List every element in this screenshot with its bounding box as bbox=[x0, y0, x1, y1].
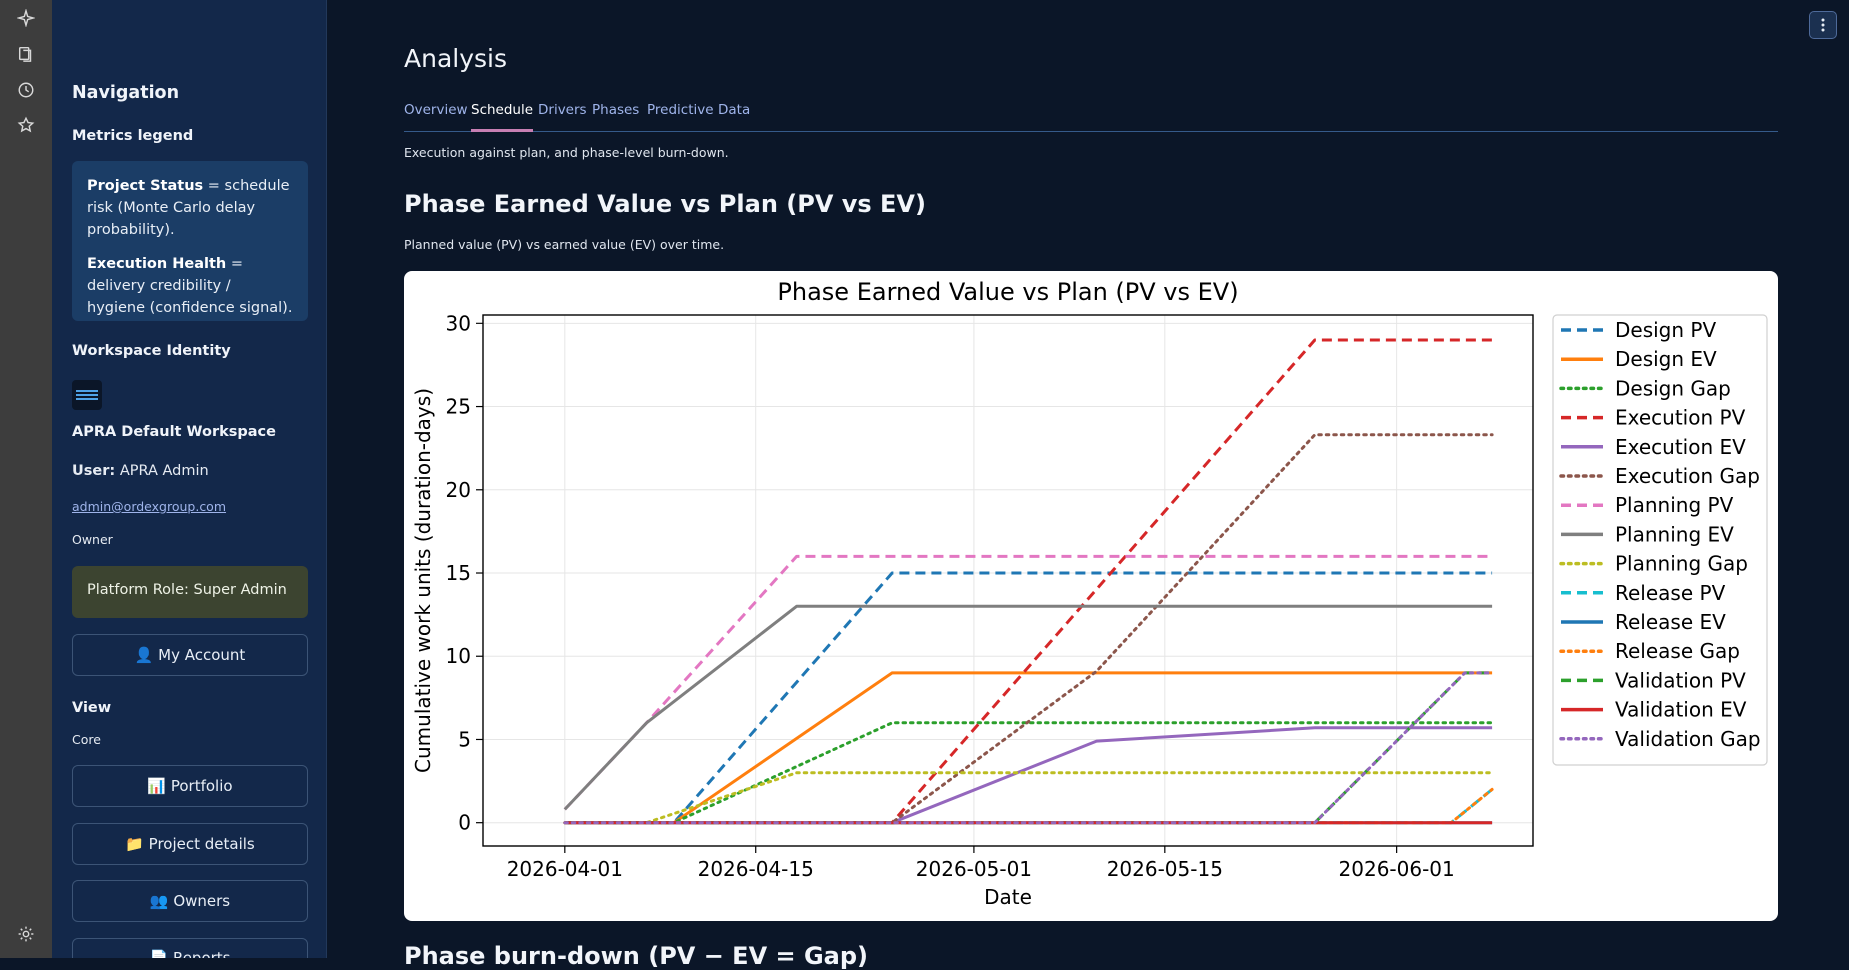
series-line-planning-ev bbox=[563, 604, 1493, 811]
section-caption: Planned value (PV) vs earned value (EV) … bbox=[404, 237, 725, 252]
workspace-name: APRA Default Workspace bbox=[72, 424, 276, 440]
tab-phases[interactable]: Phases bbox=[592, 102, 640, 118]
x-axis-label: Date bbox=[984, 885, 1032, 909]
tab-schedule[interactable]: Schedule bbox=[471, 100, 534, 132]
tab-predictive[interactable]: Predictive bbox=[647, 102, 714, 118]
reports-button[interactable]: 📄 Reports bbox=[72, 938, 308, 958]
series-line-release-gap bbox=[563, 787, 1494, 825]
view-title: View bbox=[72, 700, 112, 716]
x-tick-label: 2026-04-15 bbox=[698, 857, 814, 881]
legend-label-planning-ev: Planning EV bbox=[1615, 522, 1734, 546]
legend-label-planning-gap: Planning Gap bbox=[1615, 552, 1748, 576]
platform-role-badge: Platform Role: Super Admin bbox=[72, 566, 308, 618]
series-line-planning-pv bbox=[563, 554, 1493, 811]
y-tick-label: 30 bbox=[446, 311, 471, 335]
series-line-execution-gap bbox=[563, 433, 1494, 825]
analysis-tabs: Overview Schedule Drivers Phases Predict… bbox=[404, 100, 1778, 132]
history-icon[interactable] bbox=[16, 80, 36, 100]
legend-label-release-pv: Release PV bbox=[1615, 581, 1726, 605]
series-line-planning-gap bbox=[563, 771, 1494, 825]
x-tick-label: 2026-04-01 bbox=[507, 857, 623, 881]
legend-label-execution-ev: Execution EV bbox=[1615, 435, 1746, 459]
earned-value-chart: Phase Earned Value vs Plan (PV vs EV) Dat… bbox=[411, 278, 1768, 909]
earned-value-chart-card: Phase Earned Value vs Plan (PV vs EV) Dat… bbox=[404, 271, 1778, 921]
more-menu-button[interactable] bbox=[1809, 11, 1837, 39]
user-role: Owner bbox=[72, 532, 113, 547]
star-icon[interactable] bbox=[16, 115, 36, 135]
y-tick-label: 5 bbox=[458, 727, 471, 751]
x-tick-label: 2026-05-01 bbox=[916, 857, 1032, 881]
chart-legend bbox=[1552, 314, 1768, 766]
series-line-validation-gap bbox=[563, 671, 1494, 825]
project-details-button[interactable]: 📁 Project details bbox=[72, 823, 308, 865]
navigation-title: Navigation bbox=[72, 83, 180, 103]
series-line-execution-pv bbox=[564, 338, 1493, 825]
legend-label-validation-pv: Validation PV bbox=[1615, 668, 1746, 692]
legend-label-release-gap: Release Gap bbox=[1615, 639, 1740, 663]
sidebar: Navigation Metrics legend Project Status… bbox=[52, 0, 327, 958]
my-account-button[interactable]: 👤 My Account bbox=[72, 634, 308, 676]
owners-button[interactable]: 👥 Owners bbox=[72, 880, 308, 922]
page-title: Analysis bbox=[404, 44, 508, 73]
section-title: Phase Earned Value vs Plan (PV vs EV) bbox=[404, 190, 926, 218]
y-tick-label: 0 bbox=[458, 811, 471, 835]
x-tick-label: 2026-05-15 bbox=[1107, 857, 1223, 881]
y-tick-label: 10 bbox=[446, 644, 471, 668]
chart-title: Phase Earned Value vs Plan (PV vs EV) bbox=[777, 278, 1238, 306]
workspace-identity-title: Workspace Identity bbox=[72, 343, 231, 359]
gear-icon[interactable] bbox=[16, 924, 36, 944]
legend-label-design-pv: Design PV bbox=[1615, 318, 1716, 342]
y-tick-label: 15 bbox=[446, 561, 471, 585]
tab-drivers[interactable]: Drivers bbox=[538, 102, 587, 118]
view-mode: Core bbox=[72, 732, 101, 747]
y-axis-label: Cumulative work units (duration-days) bbox=[411, 388, 435, 773]
legend-label-release-ev: Release EV bbox=[1615, 610, 1726, 634]
legend-label-planning-pv: Planning PV bbox=[1615, 493, 1734, 517]
legend-label-execution-gap: Execution Gap bbox=[1615, 464, 1760, 488]
series-line-release-pv bbox=[564, 788, 1494, 825]
legend-label-design-gap: Design Gap bbox=[1615, 376, 1731, 400]
icon-rail bbox=[0, 0, 52, 958]
user-email-link[interactable]: admin@ordexgroup.com bbox=[72, 499, 227, 514]
legend-label-design-ev: Design EV bbox=[1615, 347, 1717, 371]
plot-frame bbox=[482, 314, 1534, 847]
user-line: User: APRA Admin bbox=[72, 463, 209, 479]
sparkle-icon[interactable] bbox=[16, 8, 36, 28]
project-status-legend: Project Status = schedule risk (Monte Ca… bbox=[87, 178, 290, 238]
next-section-title: Phase burn-down (PV − EV = Gap) bbox=[404, 942, 869, 970]
portfolio-button[interactable]: 📊 Portfolio bbox=[72, 765, 308, 807]
metrics-legend-box: Project Status = schedule risk (Monte Ca… bbox=[72, 161, 308, 321]
legend-label-validation-ev: Validation EV bbox=[1615, 698, 1747, 722]
legend-label-execution-pv: Execution PV bbox=[1615, 406, 1746, 430]
y-tick-label: 20 bbox=[446, 478, 471, 502]
tab-data[interactable]: Data bbox=[718, 102, 751, 118]
tab-overview[interactable]: Overview bbox=[404, 102, 468, 118]
series-line-design-ev bbox=[564, 671, 1493, 825]
vertical-dots-icon bbox=[1821, 18, 1825, 32]
execution-health-legend: Execution Health = delivery credibility … bbox=[87, 256, 293, 316]
series-line-validation-pv bbox=[564, 671, 1493, 825]
documents-icon[interactable] bbox=[16, 44, 36, 64]
tab-description: Execution against plan, and phase-level … bbox=[404, 145, 729, 160]
y-tick-label: 25 bbox=[446, 395, 471, 419]
legend-label-validation-gap: Validation Gap bbox=[1615, 727, 1761, 751]
x-tick-label: 2026-06-01 bbox=[1339, 857, 1455, 881]
workspace-logo bbox=[72, 380, 102, 410]
metrics-legend-title: Metrics legend bbox=[72, 128, 194, 144]
